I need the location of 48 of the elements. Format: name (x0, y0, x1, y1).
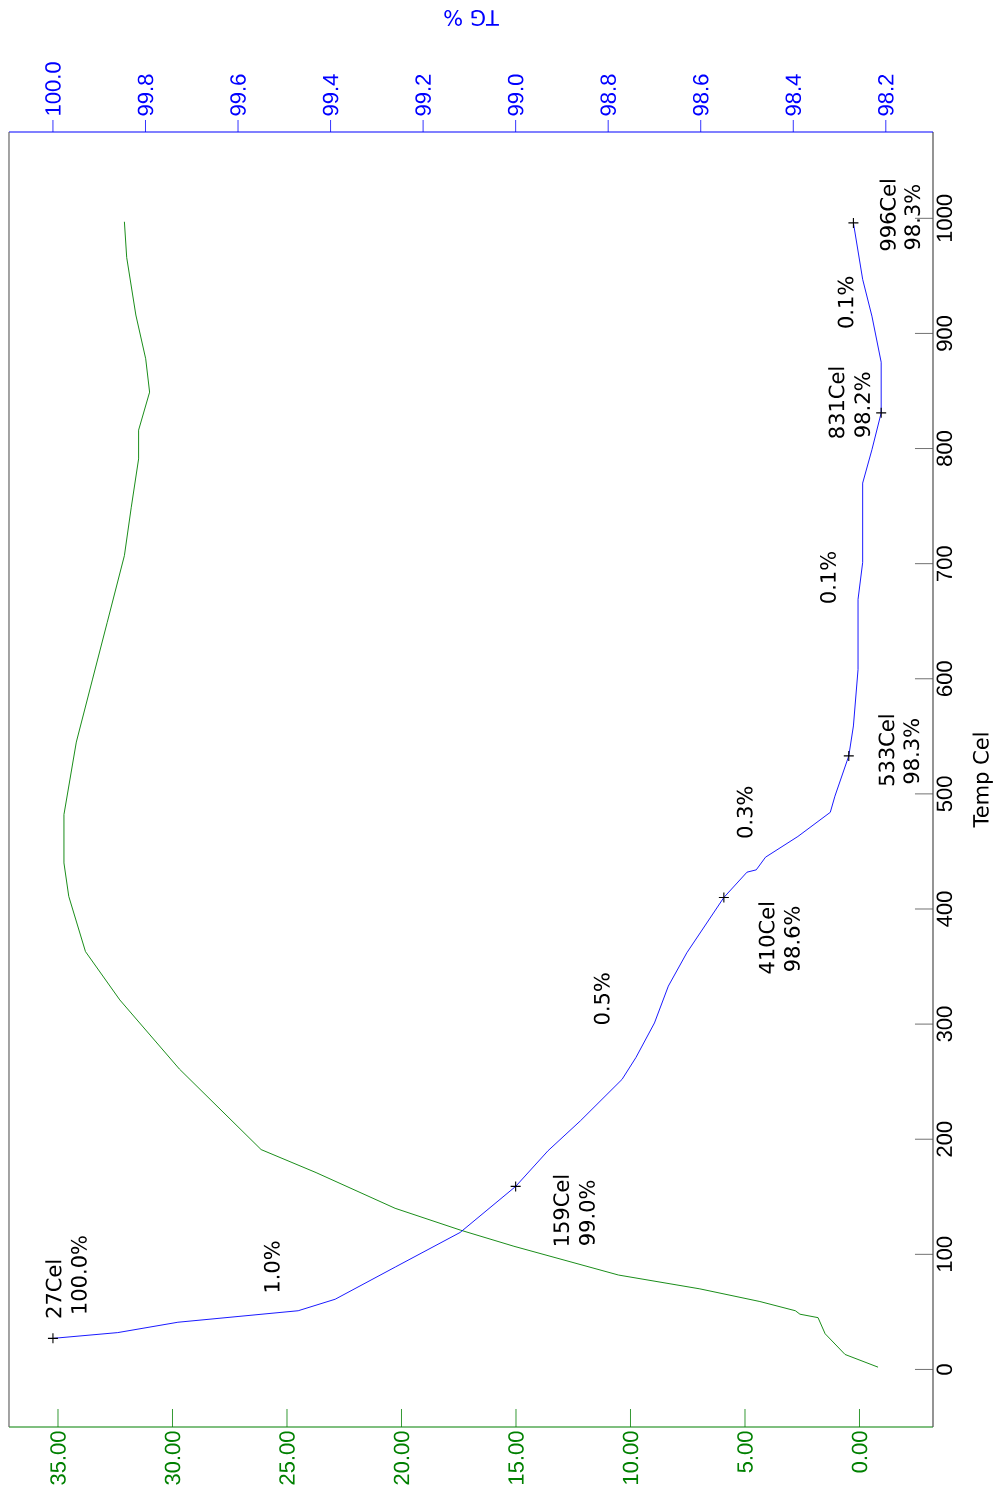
y-tick-label: 900 (936, 315, 953, 351)
annotation: 996Cel (879, 180, 896, 251)
x2-tick-label: 98.8 (600, 74, 616, 116)
annotation: 0.5% (593, 973, 610, 1025)
y-tick-label: 800 (936, 431, 953, 466)
annotation: 27Cel (45, 1260, 62, 1318)
x2-tick-label: 98.2 (878, 74, 894, 116)
x2-axis-title: TG % (444, 10, 499, 26)
y-tick-label: 100 (936, 1236, 953, 1272)
annotation: 98.3% (903, 719, 920, 784)
x2-tick-label: 100.0 (45, 62, 61, 115)
x2-tick-label: 98.4 (785, 74, 802, 116)
y-tick-label: 0 (936, 1364, 953, 1375)
x2-tick-label: 99.8 (137, 74, 154, 116)
y-tick-label: 200 (936, 1121, 953, 1157)
annotation: 99.0% (578, 1180, 595, 1245)
annotation: 98.2% (854, 372, 871, 437)
x2-tick-label: 98.6 (692, 74, 709, 116)
x-tick-label: 25.00 (279, 1431, 295, 1485)
x2-tick-label: 99.4 (322, 74, 339, 116)
x-tick-label: 30.00 (164, 1431, 181, 1485)
y-tick-label: 300 (936, 1006, 953, 1042)
annotation: 410Cel (758, 903, 775, 974)
y-axis-title: Temp Cel (972, 733, 993, 828)
y-tick-label: 1000 (936, 194, 953, 242)
x-tick-label: 35.00 (50, 1431, 66, 1485)
annotation: 98.3% (904, 184, 921, 250)
annotation: 0.3% (736, 786, 753, 838)
annotation: 159Cel (552, 1175, 570, 1246)
x-tick-label: 0.00 (851, 1431, 868, 1473)
annotation: 831Cel (828, 367, 845, 438)
annotation: 533Cel (878, 715, 895, 786)
x-tick-label: 5.00 (737, 1431, 753, 1473)
y-tick-label: 500 (936, 776, 953, 812)
x2-tick-label: 99.2 (415, 74, 431, 116)
y-tick-label: 400 (936, 891, 953, 927)
annotation: 100.0% (70, 1236, 87, 1313)
annotation: 0.1% (837, 276, 854, 328)
x2-tick-label: 99.6 (230, 74, 246, 116)
annotation: 98.6% (783, 906, 800, 971)
x-tick-label: 15.00 (508, 1431, 524, 1484)
x2-tick-label: 99.0 (507, 74, 524, 116)
annotation: 1.0% (263, 1241, 280, 1292)
annotation: 0.1% (820, 551, 836, 603)
x-tick-label: 20.00 (393, 1431, 410, 1485)
y-tick-label: 600 (936, 661, 953, 696)
x-tick-label: 10.00 (622, 1431, 639, 1484)
y-tick-label: 700 (936, 546, 953, 581)
